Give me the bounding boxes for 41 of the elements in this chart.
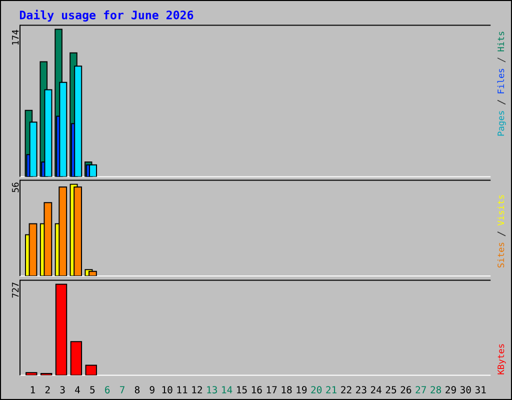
x-tick-label: 24 <box>370 386 382 394</box>
x-tick-label: 31 <box>475 386 486 394</box>
x-tick-label: 13 <box>207 386 217 394</box>
x-tick-label: 25 <box>386 386 396 394</box>
text: 174 <box>12 30 19 45</box>
x-tick-label: 28 <box>430 386 442 394</box>
x-tick-label: 6 <box>105 386 110 394</box>
x-tick-label: 1 <box>30 386 35 394</box>
x-tick-label: 4 <box>75 386 80 394</box>
x-tick-label: 7 <box>120 386 124 394</box>
x-tick-label: 11 <box>177 386 188 394</box>
x-tick-label: 10 <box>162 386 172 394</box>
x-tick-label: 21 <box>326 386 336 394</box>
x-tick-label: 3 <box>60 386 65 394</box>
text: Pages <box>498 111 506 136</box>
x-tick-label: 15 <box>237 386 247 394</box>
x-tick-label: 27 <box>416 386 426 394</box>
text: 727 <box>12 282 19 298</box>
x-tick-label: 23 <box>356 386 366 394</box>
text: 56 <box>12 182 19 192</box>
text: Hits <box>497 32 504 52</box>
x-tick-label: 9 <box>150 386 154 394</box>
x-tick-label: 22 <box>341 386 352 394</box>
x-tick-label: 18 <box>282 386 292 394</box>
x-tick-label: 5 <box>90 386 95 394</box>
x-tick-label: 19 <box>296 386 307 394</box>
x-tick-label: 26 <box>400 386 412 394</box>
text: Sites <box>497 242 504 268</box>
text: KBytes <box>498 344 506 374</box>
text: Files <box>497 68 504 94</box>
x-tick-label: 8 <box>134 386 140 394</box>
x-tick-label: 16 <box>252 386 262 394</box>
x-tick-label: 2 <box>45 386 50 394</box>
text: Visits <box>497 195 504 226</box>
x-tick-label: 30 <box>460 386 471 394</box>
chart-title: Daily usage for June 2026 <box>20 10 194 22</box>
x-tick-label: 12 <box>192 386 202 394</box>
x-tick-label: 17 <box>266 386 277 394</box>
x-tick-label: 20 <box>311 386 322 394</box>
x-tick-label: 14 <box>222 386 232 394</box>
x-tick-label: 29 <box>446 386 456 394</box>
